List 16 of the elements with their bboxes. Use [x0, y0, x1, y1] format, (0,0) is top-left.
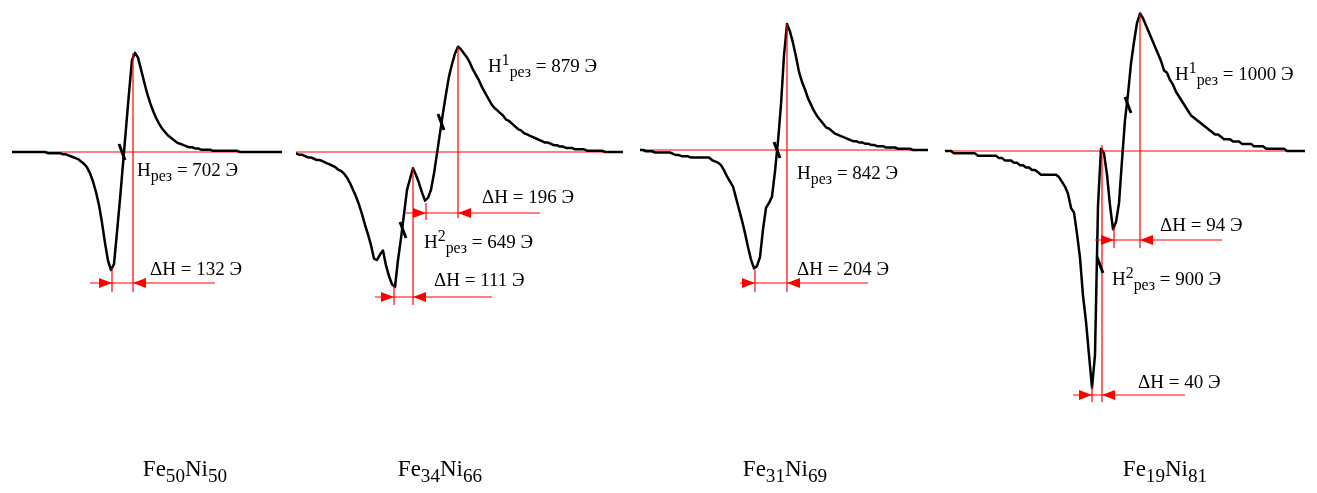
x-axis-title: Fe$_{34}$Ni$_{66}$ — [397, 456, 483, 487]
annotation: ΔH = 132 Э — [150, 258, 242, 279]
annotation: ΔH = 204 Э — [797, 258, 889, 279]
annotation: H$^{1}$$_{рез}$ = 879 Э — [488, 51, 598, 81]
annotation: H$_{рез}$ = 842 Э — [797, 162, 899, 187]
annotation: H$^{2}$$_{рез}$ = 900 Э — [1112, 264, 1222, 294]
annotation: ΔH = 94 Э — [1160, 214, 1243, 235]
x-axis-title: Fe$_{50}$Ni$_{50}$ — [142, 456, 228, 487]
annotation: H$_{рез}$ = 702 Э — [137, 159, 239, 184]
annotation: H$^{2}$$_{рез}$ = 649 Э — [424, 227, 534, 257]
annotation: ΔH = 40 Э — [1138, 371, 1221, 392]
annotation: ΔH = 196 Э — [482, 186, 574, 207]
x-axis-title: Fe$_{31}$Ni$_{69}$ — [742, 456, 828, 487]
annotation: ΔH = 111 Э — [434, 269, 525, 290]
x-axis-title: Fe$_{19}$Ni$_{81}$ — [1122, 456, 1208, 487]
annotation: H$^{1}$$_{рез}$ = 1000 Э — [1175, 59, 1294, 89]
